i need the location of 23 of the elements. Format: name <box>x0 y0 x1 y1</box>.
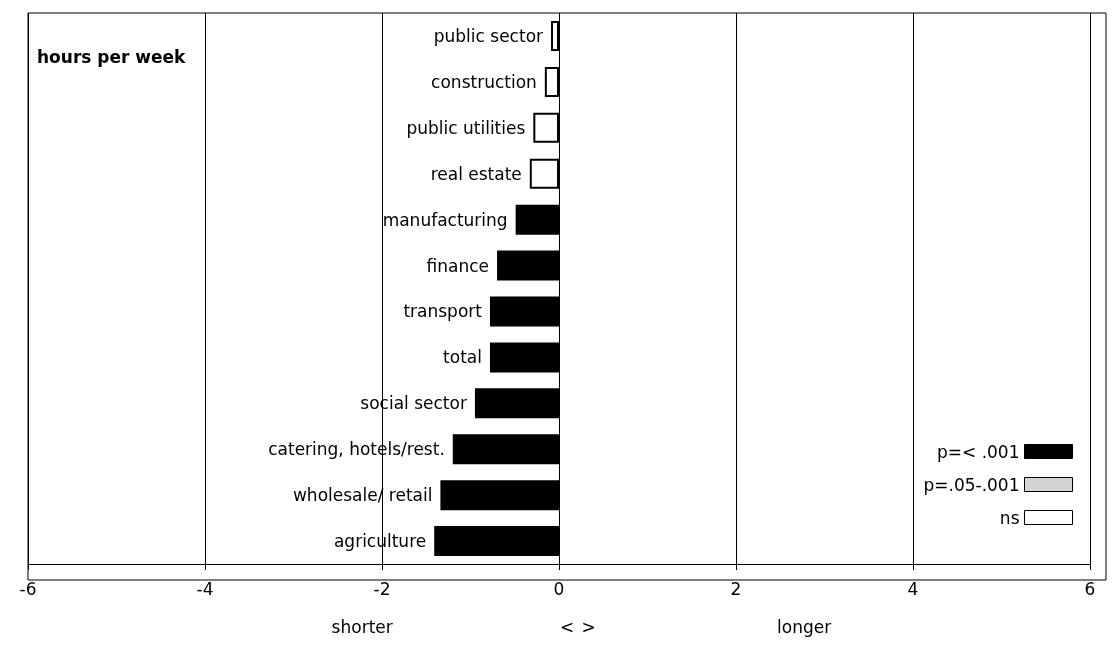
text: < <box>559 616 575 637</box>
y-tick-label: transport <box>403 301 483 322</box>
text: longer <box>777 616 832 637</box>
x-tick-label: -6 <box>19 578 37 599</box>
x-tick-label: -4 <box>196 578 214 599</box>
y-tick-label: construction <box>431 71 537 92</box>
text: hours per week <box>37 46 187 67</box>
y-tick-label: public sector <box>433 25 544 46</box>
y-tick-label: public utilities <box>406 117 526 138</box>
y-tick-label: real estate <box>430 163 522 184</box>
y-tick-label: finance <box>426 255 490 276</box>
x-tick-label: -2 <box>373 578 391 599</box>
x-tick-label: 0 <box>553 578 565 599</box>
legend-label: p=.05-.001 <box>923 474 1020 495</box>
x-tick-label: 2 <box>730 578 742 599</box>
text: > <box>581 616 596 637</box>
text: shorter <box>331 616 393 637</box>
legend-label: p=< .001 <box>936 441 1020 462</box>
y-tick-label: manufacturing <box>382 209 508 230</box>
x-tick-label: 6 <box>1084 578 1096 599</box>
legend-label: ns <box>999 507 1020 528</box>
y-tick-label: total <box>443 347 482 368</box>
x-tick-label: 4 <box>907 578 919 599</box>
